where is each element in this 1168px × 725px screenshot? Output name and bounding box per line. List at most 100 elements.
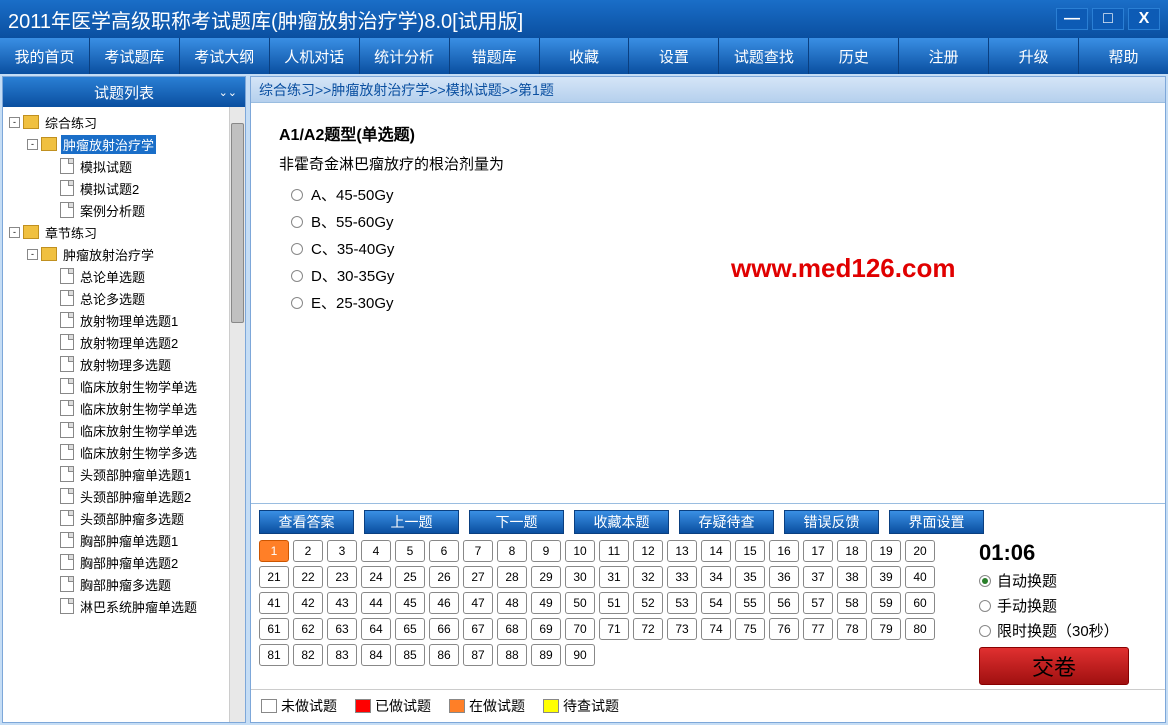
qnum-45[interactable]: 45	[395, 592, 425, 614]
qnum-52[interactable]: 52	[633, 592, 663, 614]
qnum-10[interactable]: 10	[565, 540, 595, 562]
qnum-54[interactable]: 54	[701, 592, 731, 614]
qnum-34[interactable]: 34	[701, 566, 731, 588]
mode-2[interactable]: 限时换题（30秒）	[979, 620, 1157, 641]
qnum-21[interactable]: 21	[259, 566, 289, 588]
menu-12[interactable]: 帮助	[1079, 38, 1168, 74]
qnum-15[interactable]: 15	[735, 540, 765, 562]
qnum-17[interactable]: 17	[803, 540, 833, 562]
expand-icon[interactable]: -	[27, 139, 38, 150]
qnum-38[interactable]: 38	[837, 566, 867, 588]
option-C[interactable]: C、35-40Gy	[291, 238, 1137, 259]
qnum-29[interactable]: 29	[531, 566, 561, 588]
qnum-44[interactable]: 44	[361, 592, 391, 614]
qnum-56[interactable]: 56	[769, 592, 799, 614]
tree-item-11[interactable]: 放射物理多选题	[5, 353, 227, 375]
qnum-12[interactable]: 12	[633, 540, 663, 562]
qnum-42[interactable]: 42	[293, 592, 323, 614]
qnum-66[interactable]: 66	[429, 618, 459, 640]
action-0[interactable]: 查看答案	[259, 510, 354, 534]
qnum-62[interactable]: 62	[293, 618, 323, 640]
qnum-72[interactable]: 72	[633, 618, 663, 640]
tree-item-15[interactable]: 临床放射生物学多选	[5, 441, 227, 463]
qnum-73[interactable]: 73	[667, 618, 697, 640]
qnum-77[interactable]: 77	[803, 618, 833, 640]
qnum-47[interactable]: 47	[463, 592, 493, 614]
qnum-85[interactable]: 85	[395, 644, 425, 666]
menu-7[interactable]: 设置	[629, 38, 719, 74]
mode-1[interactable]: 手动换题	[979, 595, 1157, 616]
qnum-18[interactable]: 18	[837, 540, 867, 562]
qnum-1[interactable]: 1	[259, 540, 289, 562]
qnum-89[interactable]: 89	[531, 644, 561, 666]
qnum-58[interactable]: 58	[837, 592, 867, 614]
menu-9[interactable]: 历史	[809, 38, 899, 74]
qnum-43[interactable]: 43	[327, 592, 357, 614]
qnum-63[interactable]: 63	[327, 618, 357, 640]
qnum-11[interactable]: 11	[599, 540, 629, 562]
action-4[interactable]: 存疑待查	[679, 510, 774, 534]
sidebar-header[interactable]: 试题列表 ⌄⌄	[3, 77, 245, 107]
qnum-35[interactable]: 35	[735, 566, 765, 588]
close-button[interactable]: X	[1128, 8, 1160, 30]
qnum-6[interactable]: 6	[429, 540, 459, 562]
qnum-16[interactable]: 16	[769, 540, 799, 562]
qnum-26[interactable]: 26	[429, 566, 459, 588]
qnum-22[interactable]: 22	[293, 566, 323, 588]
scrollbar[interactable]	[229, 107, 245, 722]
qnum-23[interactable]: 23	[327, 566, 357, 588]
tree-item-20[interactable]: 胸部肿瘤单选题2	[5, 551, 227, 573]
tree-item-7[interactable]: 总论单选题	[5, 265, 227, 287]
qnum-83[interactable]: 83	[327, 644, 357, 666]
qnum-32[interactable]: 32	[633, 566, 663, 588]
qnum-64[interactable]: 64	[361, 618, 391, 640]
tree-item-1[interactable]: -肿瘤放射治疗学	[5, 133, 227, 155]
qnum-65[interactable]: 65	[395, 618, 425, 640]
qnum-27[interactable]: 27	[463, 566, 493, 588]
qnum-87[interactable]: 87	[463, 644, 493, 666]
qnum-48[interactable]: 48	[497, 592, 527, 614]
qnum-74[interactable]: 74	[701, 618, 731, 640]
menu-4[interactable]: 统计分析	[360, 38, 450, 74]
expand-icon[interactable]: -	[9, 227, 20, 238]
qnum-70[interactable]: 70	[565, 618, 595, 640]
qnum-5[interactable]: 5	[395, 540, 425, 562]
tree-item-18[interactable]: 头颈部肿瘤多选题	[5, 507, 227, 529]
option-E[interactable]: E、25-30Gy	[291, 292, 1137, 313]
tree-item-9[interactable]: 放射物理单选题1	[5, 309, 227, 331]
qnum-67[interactable]: 67	[463, 618, 493, 640]
menu-2[interactable]: 考试大纲	[180, 38, 270, 74]
menu-1[interactable]: 考试题库	[90, 38, 180, 74]
tree-item-14[interactable]: 临床放射生物学单选	[5, 419, 227, 441]
qnum-24[interactable]: 24	[361, 566, 391, 588]
qnum-40[interactable]: 40	[905, 566, 935, 588]
tree-item-13[interactable]: 临床放射生物学单选	[5, 397, 227, 419]
qnum-69[interactable]: 69	[531, 618, 561, 640]
tree-item-5[interactable]: -章节练习	[5, 221, 227, 243]
menu-10[interactable]: 注册	[899, 38, 989, 74]
qnum-7[interactable]: 7	[463, 540, 493, 562]
qnum-49[interactable]: 49	[531, 592, 561, 614]
tree-item-8[interactable]: 总论多选题	[5, 287, 227, 309]
submit-button[interactable]: 交卷	[979, 647, 1129, 685]
qnum-33[interactable]: 33	[667, 566, 697, 588]
qnum-88[interactable]: 88	[497, 644, 527, 666]
qnum-25[interactable]: 25	[395, 566, 425, 588]
qnum-36[interactable]: 36	[769, 566, 799, 588]
qnum-2[interactable]: 2	[293, 540, 323, 562]
qnum-80[interactable]: 80	[905, 618, 935, 640]
collapse-icon[interactable]: ⌄⌄	[219, 86, 237, 99]
qnum-9[interactable]: 9	[531, 540, 561, 562]
minimize-button[interactable]: —	[1056, 8, 1088, 30]
tree-item-12[interactable]: 临床放射生物学单选	[5, 375, 227, 397]
qnum-19[interactable]: 19	[871, 540, 901, 562]
qnum-13[interactable]: 13	[667, 540, 697, 562]
qnum-78[interactable]: 78	[837, 618, 867, 640]
action-2[interactable]: 下一题	[469, 510, 564, 534]
qnum-68[interactable]: 68	[497, 618, 527, 640]
tree-item-4[interactable]: 案例分析题	[5, 199, 227, 221]
qnum-55[interactable]: 55	[735, 592, 765, 614]
qnum-57[interactable]: 57	[803, 592, 833, 614]
qnum-3[interactable]: 3	[327, 540, 357, 562]
qnum-82[interactable]: 82	[293, 644, 323, 666]
